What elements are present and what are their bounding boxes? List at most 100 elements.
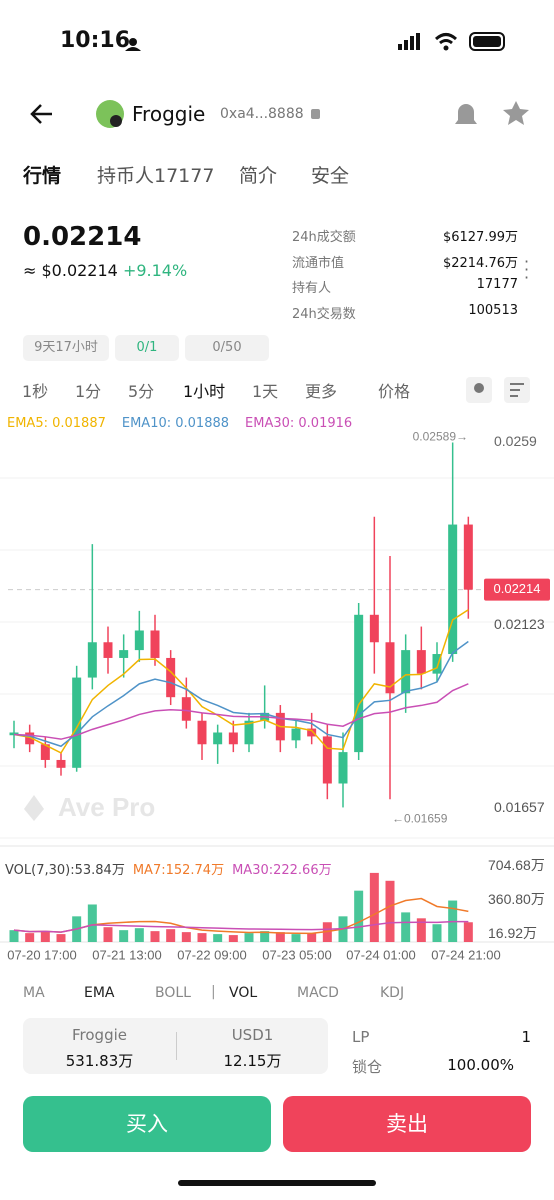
interval[interactable]: 1天 <box>252 382 279 401</box>
min-label: ←0.01659 <box>392 812 448 826</box>
legend-entry: EMA10: 0.01888 <box>121 416 230 431</box>
volume-bar <box>56 934 66 942</box>
tab[interactable]: 行情 <box>23 165 62 187</box>
watermark: Ave Pro <box>58 792 155 822</box>
x-tick-label: 07-21 13:00 <box>92 947 161 962</box>
tool-icons[interactable] <box>460 375 554 405</box>
candle-body <box>119 650 129 658</box>
indicator[interactable]: MACD <box>297 985 339 1001</box>
amount2: 12.15万 <box>223 1052 282 1070</box>
ema-legend: EMA5: 0.01887 EMA10: 0.01888 EMA30: 0.0191… <box>7 416 368 431</box>
candle-body <box>56 759 66 768</box>
sell-button[interactable]: 卖出 <box>283 1096 531 1152</box>
y-tick-label: 0.0259 <box>494 433 537 449</box>
candle-body <box>354 614 364 753</box>
chip[interactable]: 0/50 <box>185 335 269 361</box>
price-usd: ≈ $0.02214 +9.14% <box>23 261 187 280</box>
interval[interactable]: 1小时 <box>183 382 226 401</box>
volume-bar <box>354 890 364 942</box>
volume-bar <box>119 930 129 942</box>
amount1: 531.83万 <box>65 1052 134 1070</box>
volume-bar <box>291 934 301 942</box>
volume-bar <box>369 872 379 942</box>
token-name: Froggie <box>132 102 206 126</box>
y-tick-label: 0.02123 <box>494 616 545 632</box>
chip[interactable]: 9天17小时 <box>23 335 109 361</box>
x-tick-label: 07-24 21:00 <box>431 947 500 962</box>
tab[interactable]: 持币人17177 <box>97 165 215 187</box>
tab[interactable]: 简介 <box>239 165 278 187</box>
candle-body <box>369 614 379 643</box>
more[interactable]: · · · <box>524 252 530 287</box>
volume-bar <box>103 927 113 942</box>
candle-body <box>166 657 176 698</box>
candle-body <box>322 736 332 784</box>
watermark-logo <box>24 795 44 821</box>
interval[interactable]: 5分 <box>128 382 155 401</box>
candle-body <box>25 732 35 745</box>
divider <box>176 1032 177 1060</box>
candle-body <box>150 630 160 658</box>
indicator[interactable]: MA <box>23 985 45 1001</box>
volume-bar <box>166 929 176 942</box>
current-price-label: 0.02214 <box>494 581 541 596</box>
volume-bar <box>432 924 442 942</box>
line <box>13 920 469 933</box>
buy-button[interactable]: 买入 <box>23 1096 271 1152</box>
max-label: 0.02589→ <box>413 430 468 444</box>
tab[interactable]: 安全 <box>311 165 350 187</box>
indicator[interactable]: BOLL <box>155 985 191 1001</box>
candle-body <box>72 677 82 768</box>
interval[interactable]: 更多 <box>305 382 338 401</box>
volume-bar <box>463 922 473 942</box>
usd: ≈ $0.02214 <box>23 261 118 280</box>
vol-legend: VOL(7,30):53.84万 MA7:152.74万 MA30:222.66万 <box>5 859 332 878</box>
lock-label: 锁仓 <box>352 1058 383 1076</box>
volume-bar <box>275 932 285 942</box>
volume-bar <box>213 934 223 942</box>
volume-bar <box>385 880 395 942</box>
candle-body <box>228 732 238 745</box>
address[interactable]: 0xa4...8888 <box>220 106 304 122</box>
candle-body <box>9 732 19 736</box>
candle-body <box>401 650 411 694</box>
candle-body <box>338 752 348 784</box>
candle-body <box>197 720 207 745</box>
candle-body <box>385 642 395 694</box>
volume-bar <box>150 931 160 942</box>
volume-bar <box>260 931 270 942</box>
separator: | <box>211 984 216 1000</box>
indicator[interactable]: VOL <box>229 985 258 1001</box>
indicator[interactable]: KDJ <box>380 985 405 1001</box>
lp-label: LP <box>352 1028 370 1046</box>
line <box>13 609 469 754</box>
x-tick-label: 07-22 09:00 <box>177 947 246 962</box>
legend-entry: EMA5: 0.01887 <box>7 416 106 431</box>
stat-label: 24h成交额 <box>292 230 356 245</box>
candle-body <box>87 642 97 678</box>
volume-bar <box>9 930 19 942</box>
vol-tick-label: 704.68万 <box>488 857 545 873</box>
volume-bar <box>134 928 144 942</box>
candle-body <box>40 744 50 760</box>
status-time: 10:16 <box>60 28 131 53</box>
candle-body <box>291 728 301 741</box>
stat-label: 持有人 <box>292 281 332 296</box>
candle-body <box>416 650 426 674</box>
chip[interactable]: 0/1 <box>115 335 179 361</box>
token2: USD1 <box>231 1026 274 1044</box>
stat-value: $6127.99万 <box>442 230 518 245</box>
volume-bar <box>307 933 317 942</box>
indicator[interactable]: EMA <box>84 985 115 1001</box>
interval[interactable]: 价格 <box>378 382 411 401</box>
lp-value: 1 <box>521 1028 531 1046</box>
x-tick-label: 07-20 17:00 <box>7 947 76 962</box>
interval[interactable]: 1分 <box>75 382 102 401</box>
interval[interactable]: 1秒 <box>22 382 49 401</box>
home-indicator <box>178 1180 376 1186</box>
lp-card <box>23 1018 328 1074</box>
legend-entry: MA7:152.74万 <box>132 863 225 878</box>
volume-bar <box>87 904 97 942</box>
line <box>13 640 469 748</box>
